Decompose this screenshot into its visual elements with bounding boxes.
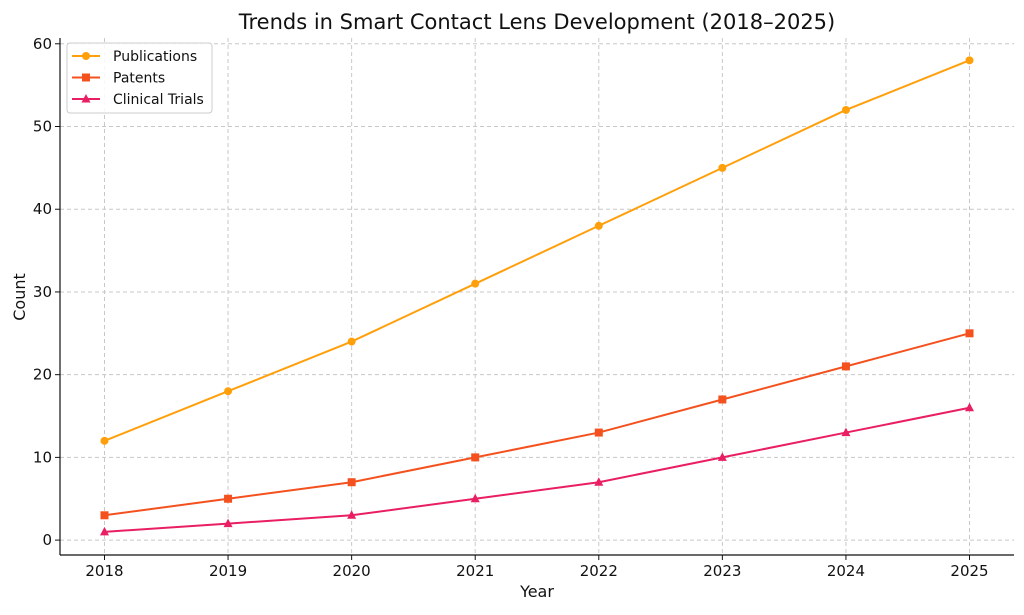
data-point bbox=[470, 493, 480, 503]
data-point bbox=[82, 73, 90, 82]
legend-label: Clinical Trials bbox=[113, 92, 204, 108]
x-tick-label: 2019 bbox=[209, 562, 247, 580]
data-point bbox=[717, 452, 727, 461]
axes: 2018 2019 2020 2021 2022 2023 2024 2025 0 10 20 30 4… bbox=[33, 35, 1014, 580]
data-point bbox=[471, 279, 480, 288]
data-point bbox=[718, 395, 727, 404]
legend-label: Patents bbox=[113, 71, 165, 87]
data-point bbox=[594, 428, 603, 437]
chart-title: Trends in Smart Contact Lens Development… bbox=[238, 10, 835, 34]
y-tick-label: 0 bbox=[42, 531, 52, 549]
x-tick-label: 2018 bbox=[85, 562, 123, 580]
x-tick-label: 2025 bbox=[950, 562, 988, 580]
x-tick-label: 2021 bbox=[456, 562, 494, 580]
series-clinical-trials bbox=[99, 402, 975, 536]
x-tick-label: 2022 bbox=[580, 562, 618, 580]
data-point bbox=[99, 526, 109, 536]
data-point bbox=[841, 362, 850, 371]
legend-label: Publications bbox=[113, 49, 197, 65]
data-point bbox=[594, 221, 603, 230]
legend: Publications Patents Clinical Trials bbox=[66, 42, 213, 114]
x-tick-label: 2020 bbox=[333, 562, 371, 580]
data-point bbox=[965, 329, 974, 338]
x-tick-label: 2023 bbox=[703, 562, 741, 580]
legend-box bbox=[66, 42, 213, 114]
x-axis-label: Year bbox=[519, 582, 554, 601]
y-tick-label: 50 bbox=[33, 118, 52, 136]
data-point bbox=[594, 477, 604, 486]
data-point bbox=[347, 337, 356, 346]
data-point bbox=[965, 402, 975, 412]
y-tick-label: 20 bbox=[33, 366, 52, 384]
data-point bbox=[223, 518, 233, 528]
data-point bbox=[965, 56, 974, 65]
data-point bbox=[82, 52, 90, 60]
series-line bbox=[104, 406, 970, 533]
data-point bbox=[100, 436, 109, 445]
x-tick-label: 2024 bbox=[827, 562, 865, 580]
y-axis-label: Count bbox=[10, 273, 29, 321]
y-tick-label: 30 bbox=[33, 283, 52, 301]
data-point bbox=[347, 478, 356, 487]
data-point bbox=[81, 94, 91, 103]
series-line bbox=[104, 59, 970, 442]
data-point bbox=[347, 510, 357, 519]
data-point bbox=[471, 453, 480, 462]
data-point bbox=[718, 163, 727, 172]
series-line bbox=[104, 332, 970, 517]
grid bbox=[60, 38, 1014, 555]
series-publications bbox=[100, 56, 974, 445]
y-tick-label: 40 bbox=[33, 200, 52, 218]
y-tick-label: 60 bbox=[33, 35, 52, 53]
data-point bbox=[841, 105, 850, 114]
series-patents bbox=[100, 329, 974, 520]
y-tick-label: 10 bbox=[33, 448, 52, 466]
data-point bbox=[224, 494, 233, 503]
data-point bbox=[100, 511, 109, 520]
data-point bbox=[224, 387, 233, 396]
data-point bbox=[841, 427, 851, 437]
series-group bbox=[99, 56, 975, 536]
